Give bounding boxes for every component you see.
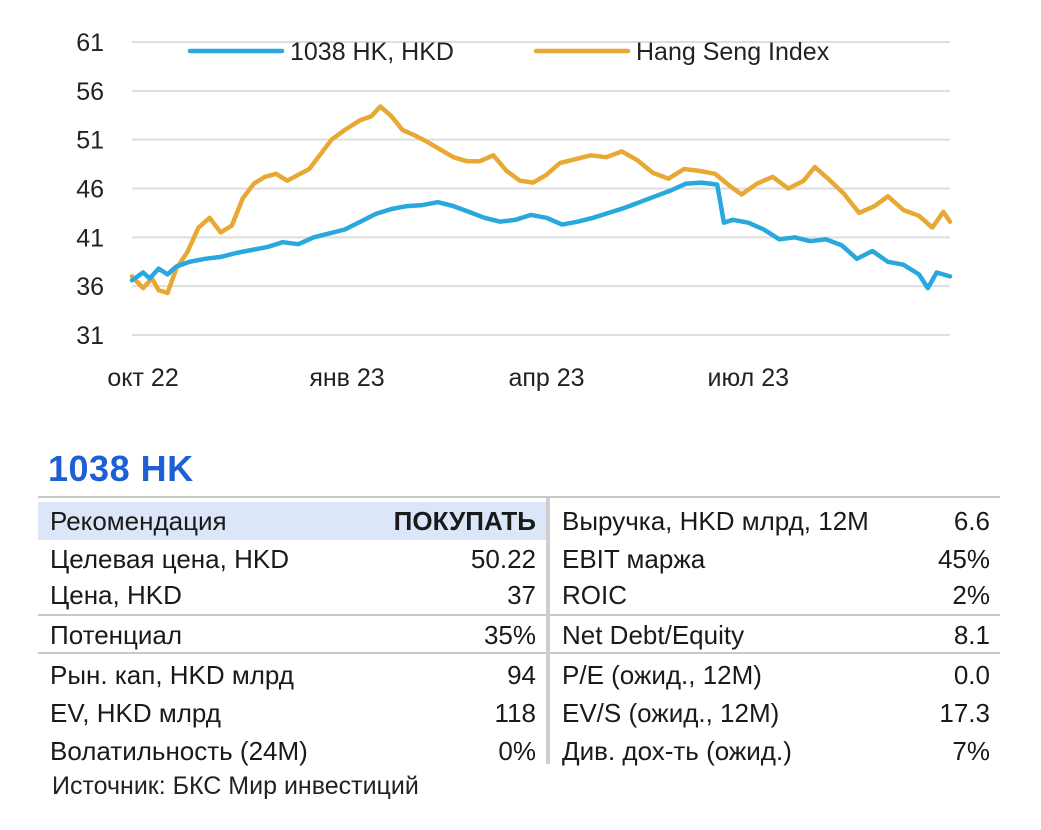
series-line-hang-seng bbox=[129, 104, 953, 296]
metric-value: 6.6 bbox=[953, 505, 990, 536]
row-separator bbox=[38, 614, 546, 616]
metrics-table: Рекомендация ПОКУПАТЬ Целевая цена, HKD 50.… bbox=[38, 496, 1000, 768]
metric-label: Рекомендация bbox=[50, 505, 227, 536]
y-tick-label: 56 bbox=[76, 78, 104, 106]
metric-value: 45% bbox=[937, 543, 990, 574]
price-chart: 31 36 41 46 51 56 61 окт 22 янв 23 апр 23 июл 23 10… bbox=[76, 29, 953, 392]
metric-label: Цена, HKD bbox=[50, 579, 182, 610]
metric-value: 118 bbox=[494, 697, 536, 728]
metric-row: Рын. кап, HKD млрд 94 bbox=[38, 656, 546, 694]
metric-row: Потенциал 35% bbox=[38, 616, 546, 654]
metric-label: Див. дох-ть (ожид.) bbox=[562, 735, 792, 766]
metric-row: EV/S (ожид., 12M) 17.3 bbox=[550, 694, 1000, 732]
metric-label: Рын. кап, HKD млрд bbox=[50, 659, 294, 690]
y-tick-label: 31 bbox=[76, 322, 104, 350]
metric-row: P/E (ожид., 12M) 0.0 bbox=[550, 656, 1000, 694]
y-tick-label: 36 bbox=[76, 273, 104, 301]
x-tick-label: окт 22 bbox=[107, 364, 178, 392]
x-tick-label: июл 23 bbox=[708, 364, 790, 392]
metric-label: P/E (ожид., 12M) bbox=[562, 659, 762, 690]
ticker-title: 1038 HK bbox=[48, 448, 194, 489]
metric-value: 7% bbox=[952, 735, 990, 766]
metric-label: Net Debt/Equity bbox=[562, 619, 745, 650]
metric-value: 0.0 bbox=[953, 659, 990, 690]
metric-row: Рекомендация ПОКУПАТЬ bbox=[38, 502, 546, 540]
price-chart-svg: 31 36 41 46 51 56 61 окт 22 янв 23 апр 23 июл 23 10… bbox=[76, 29, 953, 392]
y-tick-label: 51 bbox=[76, 127, 104, 155]
metric-label: EV/S (ожид., 12M) bbox=[562, 697, 780, 728]
x-tick-label: янв 23 bbox=[309, 364, 384, 392]
metric-label: EBIT маржа bbox=[562, 543, 706, 574]
metric-row: Выручка, HKD млрд, 12M 6.6 bbox=[550, 502, 1000, 540]
metric-label: Потенциал bbox=[50, 619, 183, 650]
source-note: Источник: БКС Мир инвестиций bbox=[52, 772, 419, 800]
metric-row: ROIC 2% bbox=[550, 576, 1000, 614]
metric-value: ПОКУПАТЬ bbox=[393, 505, 536, 536]
metric-row: Целевая цена, HKD 50.22 bbox=[38, 540, 546, 578]
series-line-1038hk bbox=[129, 180, 953, 291]
metric-row: Цена, HKD 37 bbox=[38, 576, 546, 614]
metric-value: 35% bbox=[483, 619, 536, 650]
legend-label: Hang Seng Index bbox=[636, 38, 830, 66]
row-separator bbox=[550, 652, 1000, 654]
metric-value: 8.1 bbox=[953, 619, 990, 650]
y-tick-label: 61 bbox=[76, 29, 104, 57]
metric-label: Целевая цена, HKD bbox=[50, 543, 289, 574]
metric-value: 17.3 bbox=[939, 697, 990, 728]
metric-value: 94 bbox=[507, 659, 536, 690]
metric-label: EV, HKD млрд bbox=[50, 697, 221, 728]
metric-row: Net Debt/Equity 8.1 bbox=[550, 616, 1000, 654]
y-tick-label: 46 bbox=[76, 176, 104, 204]
metric-row: Див. дох-ть (ожид.) 7% bbox=[550, 732, 1000, 770]
metric-row: EV, HKD млрд 118 bbox=[38, 694, 546, 732]
metric-label: Волатильность (24M) bbox=[50, 735, 308, 766]
legend-label: 1038 HK, HKD bbox=[290, 38, 454, 66]
x-tick-label: апр 23 bbox=[508, 364, 584, 392]
metric-value: 0% bbox=[498, 735, 536, 766]
metric-value: 50.22 bbox=[470, 543, 536, 574]
y-tick-label: 41 bbox=[76, 224, 104, 252]
metric-row: Волатильность (24M) 0% bbox=[38, 732, 546, 770]
metric-value: 37 bbox=[507, 579, 536, 610]
metric-row: EBIT маржа 45% bbox=[550, 540, 1000, 578]
row-separator bbox=[550, 614, 1000, 616]
metric-label: ROIC bbox=[562, 579, 627, 610]
column-divider bbox=[546, 498, 550, 764]
metric-value: 2% bbox=[952, 579, 990, 610]
metric-label: Выручка, HKD млрд, 12M bbox=[562, 505, 869, 536]
row-separator bbox=[38, 652, 546, 654]
